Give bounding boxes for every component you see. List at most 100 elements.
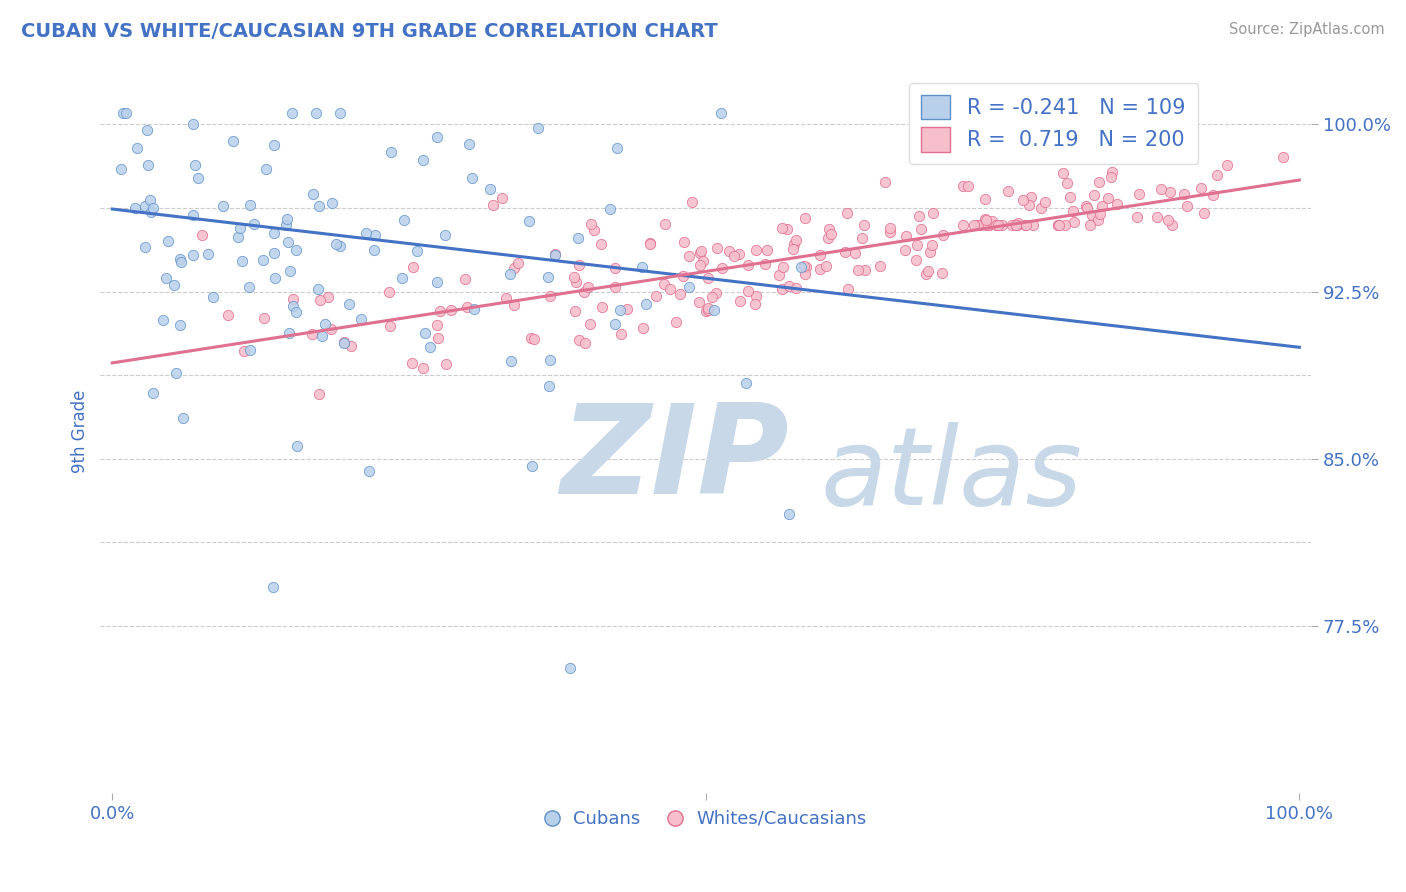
Point — [1005, 218, 1028, 232]
Point — [1029, 201, 1052, 215]
Point — [669, 287, 692, 301]
Point — [329, 106, 352, 120]
Point — [952, 179, 974, 194]
Point — [1097, 191, 1119, 205]
Point — [702, 289, 724, 303]
Point — [977, 218, 1000, 232]
Point — [1022, 218, 1045, 232]
Point — [440, 303, 463, 318]
Point — [325, 236, 347, 251]
Point — [181, 248, 204, 262]
Point — [565, 275, 588, 289]
Point — [820, 227, 842, 241]
Point — [427, 330, 450, 344]
Point — [772, 260, 794, 274]
Point — [853, 262, 876, 277]
Point — [1125, 210, 1147, 224]
Point — [434, 357, 457, 371]
Point — [718, 244, 741, 258]
Point — [364, 228, 387, 243]
Point — [277, 235, 299, 249]
Point — [413, 326, 436, 340]
Point — [591, 300, 613, 314]
Point — [165, 366, 187, 380]
Point — [631, 260, 654, 275]
Point — [243, 217, 266, 231]
Point — [652, 277, 675, 292]
Point — [834, 245, 856, 260]
Point — [380, 145, 402, 159]
Point — [319, 322, 342, 336]
Point — [263, 138, 285, 153]
Point — [157, 234, 180, 248]
Point — [491, 191, 513, 205]
Point — [583, 223, 606, 237]
Point — [461, 171, 484, 186]
Point — [412, 153, 434, 168]
Point — [1012, 194, 1035, 208]
Point — [785, 281, 807, 295]
Point — [688, 294, 710, 309]
Point — [1272, 150, 1295, 164]
Point — [1128, 186, 1150, 201]
Point — [894, 243, 917, 257]
Point — [285, 243, 308, 257]
Point — [1056, 176, 1078, 190]
Point — [233, 343, 256, 358]
Point — [697, 303, 720, 318]
Point — [665, 315, 688, 329]
Point — [378, 285, 401, 299]
Point — [482, 198, 505, 212]
Point — [956, 178, 979, 193]
Point — [1201, 187, 1223, 202]
Point — [776, 222, 799, 236]
Point — [692, 254, 714, 268]
Point — [163, 278, 186, 293]
Point — [1076, 199, 1098, 213]
Point — [1080, 209, 1102, 223]
Point — [1157, 212, 1180, 227]
Point — [974, 218, 997, 232]
Point — [281, 299, 304, 313]
Point — [378, 319, 401, 334]
Point — [785, 233, 807, 247]
Point — [636, 297, 658, 311]
Point — [678, 249, 700, 263]
Point — [142, 385, 165, 400]
Point — [793, 267, 815, 281]
Point — [538, 353, 561, 368]
Point — [783, 236, 806, 251]
Point — [1206, 168, 1229, 182]
Point — [142, 201, 165, 215]
Point — [139, 193, 162, 207]
Point — [329, 239, 352, 253]
Point — [456, 301, 478, 315]
Point — [645, 289, 668, 303]
Point — [879, 225, 901, 239]
Point — [202, 290, 225, 304]
Point — [134, 199, 156, 213]
Point — [704, 285, 727, 300]
Point — [568, 334, 591, 348]
Point — [239, 343, 262, 358]
Point — [115, 106, 138, 120]
Point — [284, 305, 307, 319]
Point — [544, 247, 567, 261]
Point — [984, 218, 1007, 232]
Y-axis label: 9th Grade: 9th Grade — [72, 389, 89, 473]
Point — [1033, 194, 1056, 209]
Point — [567, 231, 589, 245]
Point — [134, 240, 156, 254]
Point — [1063, 215, 1085, 229]
Point — [522, 332, 544, 346]
Point — [689, 245, 711, 260]
Point — [558, 661, 581, 675]
Point — [1146, 210, 1168, 224]
Point — [562, 269, 585, 284]
Point — [681, 194, 703, 209]
Point — [238, 280, 260, 294]
Point — [599, 202, 621, 216]
Point — [579, 217, 602, 231]
Point — [837, 206, 859, 220]
Point — [308, 198, 330, 212]
